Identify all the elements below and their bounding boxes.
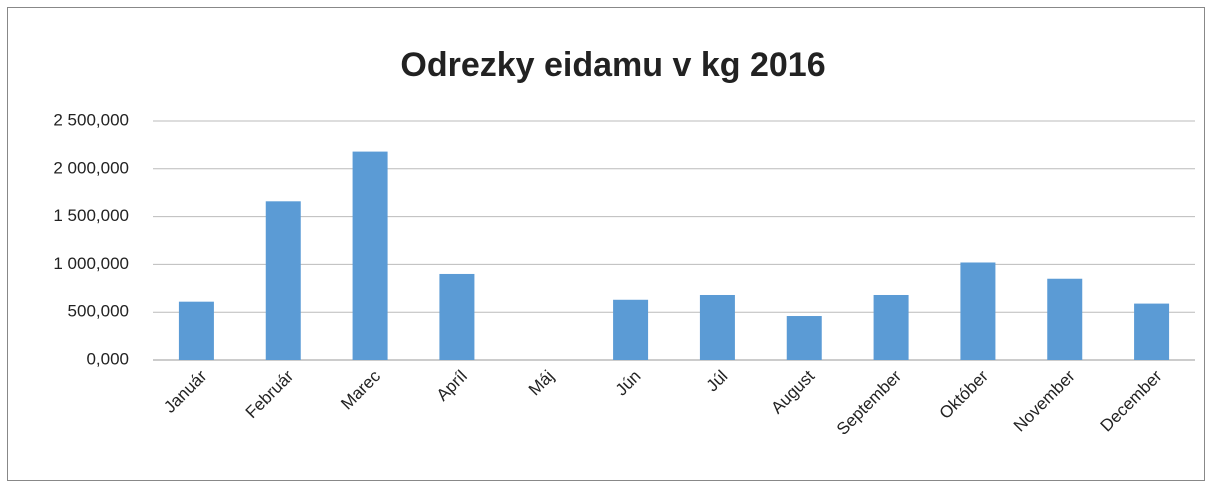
bar xyxy=(1047,278,1083,360)
bar xyxy=(613,299,649,360)
y-tick-label: 0,000 xyxy=(86,349,129,368)
y-tick-label: 1 500,000 xyxy=(53,206,129,225)
bar xyxy=(265,201,301,360)
bar xyxy=(960,262,996,360)
y-tick-label: 2 500,000 xyxy=(53,110,129,129)
y-tick-label: 500,000 xyxy=(68,302,129,321)
chart-title: Odrezky eidamu v kg 2016 xyxy=(400,46,825,84)
bar xyxy=(873,294,909,360)
bar xyxy=(1134,303,1170,360)
y-tick-label: 2 000,000 xyxy=(53,158,129,177)
bar xyxy=(178,301,214,360)
bar xyxy=(786,316,822,360)
bar xyxy=(352,151,388,360)
bar xyxy=(699,294,735,360)
y-tick-label: 1 000,000 xyxy=(53,254,129,273)
bar xyxy=(439,273,475,360)
chart-frame xyxy=(7,7,1205,481)
